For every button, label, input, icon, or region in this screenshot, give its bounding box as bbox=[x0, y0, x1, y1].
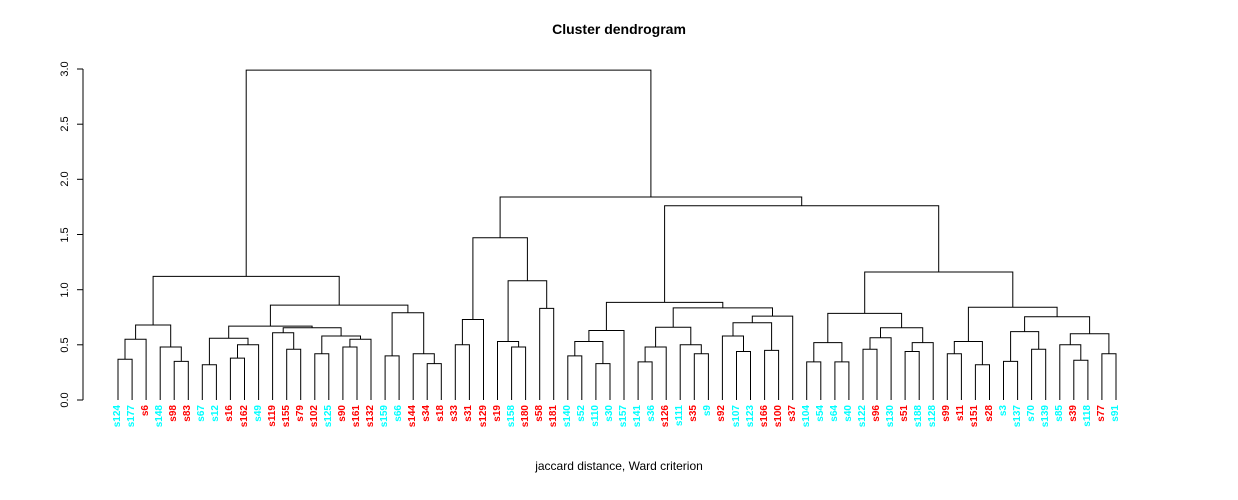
leaf-label-s30: s30 bbox=[604, 405, 615, 422]
leaf-label-s151: s151 bbox=[969, 405, 981, 428]
leaf-label-s52: s52 bbox=[575, 405, 587, 422]
leaf-label-s126: s126 bbox=[660, 405, 672, 428]
leaf-label-s161: s161 bbox=[351, 405, 362, 428]
leaf-label-s70: s70 bbox=[1025, 405, 1037, 422]
leaf-label-s130: s130 bbox=[885, 405, 897, 428]
leaf-label-s129: s129 bbox=[477, 405, 489, 428]
leaf-label-s177: s177 bbox=[126, 405, 138, 428]
y-tick-label-2.5: 2.5 bbox=[59, 116, 71, 132]
leaf-label-s31: s31 bbox=[463, 405, 475, 422]
leaf-label-s180: s180 bbox=[519, 405, 531, 428]
leaf-label-s28: s28 bbox=[983, 405, 995, 422]
leaf-label-s128: s128 bbox=[927, 405, 939, 428]
leaf-label-s166: s166 bbox=[758, 405, 770, 428]
leaf-label-s83: s83 bbox=[182, 405, 194, 422]
leaf-label-s3: s3 bbox=[997, 405, 1009, 417]
leaf-label-s85: s85 bbox=[1053, 405, 1065, 422]
leaf-label-s92: s92 bbox=[716, 405, 728, 422]
leaf-label-s58: s58 bbox=[533, 405, 545, 422]
leaf-label-s33: s33 bbox=[449, 405, 461, 422]
leaf-label-s9: s9 bbox=[702, 405, 714, 417]
leaf-label-s39: s39 bbox=[1067, 405, 1079, 422]
leaf-label-s90: s90 bbox=[336, 405, 348, 422]
leaf-label-s18: s18 bbox=[435, 405, 447, 422]
y-tick-label-0.0: 0.0 bbox=[59, 392, 71, 408]
leaf-label-s19: s19 bbox=[491, 405, 503, 422]
y-tick-label-3.0: 3.0 bbox=[59, 61, 71, 77]
leaf-label-s159: s159 bbox=[379, 405, 391, 428]
leaf-label-s158: s158 bbox=[505, 405, 517, 428]
leaf-label-s35: s35 bbox=[688, 405, 700, 422]
leaf-label-s6: s6 bbox=[140, 405, 152, 417]
y-tick-label-0.5: 0.5 bbox=[59, 337, 71, 353]
leaf-label-s104: s104 bbox=[800, 405, 812, 428]
leaf-label-s110: s110 bbox=[589, 405, 601, 427]
dendrogram-links bbox=[117, 69, 1117, 400]
leaf-label-s16: s16 bbox=[224, 405, 236, 422]
leaf-label-s111: s111 bbox=[674, 405, 686, 427]
leaf-label-s49: s49 bbox=[252, 405, 264, 422]
leaf-label-s122: s122 bbox=[857, 405, 868, 428]
leaf-label-s96: s96 bbox=[871, 405, 882, 422]
leaf-label-s125: s125 bbox=[322, 405, 334, 428]
leaf-label-s12: s12 bbox=[210, 405, 222, 422]
leaf-label-s77: s77 bbox=[1095, 405, 1107, 422]
leaf-label-s36: s36 bbox=[646, 405, 658, 422]
leaf-label-s54: s54 bbox=[814, 405, 826, 422]
leaf-label-s155: s155 bbox=[280, 405, 292, 428]
y-axis bbox=[77, 68, 84, 401]
leaf-label-s64: s64 bbox=[828, 405, 840, 422]
leaf-label-s141: s141 bbox=[632, 405, 644, 428]
leaf-label-s119: s119 bbox=[266, 405, 278, 427]
leaf-label-s157: s157 bbox=[618, 405, 629, 428]
y-tick-label-1.5: 1.5 bbox=[59, 226, 71, 243]
leaf-label-s98: s98 bbox=[168, 405, 180, 422]
y-tick-label-2.0: 2.0 bbox=[59, 171, 71, 187]
chart-title: Cluster dendrogram bbox=[552, 21, 686, 37]
leaf-label-s79: s79 bbox=[294, 405, 306, 422]
leaf-label-s40: s40 bbox=[842, 405, 854, 422]
leaf-label-s139: s139 bbox=[1039, 405, 1051, 428]
leaf-label-s99: s99 bbox=[941, 405, 953, 422]
leaf-label-s181: s181 bbox=[547, 405, 559, 428]
leaf-label-s124: s124 bbox=[112, 405, 123, 428]
leaf-label-s11: s11 bbox=[955, 405, 967, 422]
leaf-label-s37: s37 bbox=[786, 405, 798, 422]
x-axis-caption: jaccard distance, Ward criterion bbox=[535, 459, 703, 473]
leaf-label-s148: s148 bbox=[154, 405, 166, 428]
leaf-label-s102: s102 bbox=[308, 405, 320, 428]
leaf-label-s188: s188 bbox=[913, 405, 925, 428]
leaf-label-s144: s144 bbox=[407, 405, 419, 428]
leaf-label-s34: s34 bbox=[421, 405, 433, 422]
leaf-label-s162: s162 bbox=[238, 405, 250, 428]
leaf-label-s137: s137 bbox=[1011, 405, 1023, 428]
dendrogram-tree bbox=[117, 69, 1117, 400]
y-tick-label-1.0: 1.0 bbox=[59, 282, 71, 298]
leaf-label-s140: s140 bbox=[561, 405, 573, 428]
leaf-label-s107: s107 bbox=[730, 405, 742, 428]
leaf-label-s66: s66 bbox=[393, 405, 405, 422]
leaf-label-s51: s51 bbox=[899, 405, 911, 422]
leaf-label-s67: s67 bbox=[196, 405, 208, 422]
leaf-label-s100: s100 bbox=[772, 405, 784, 428]
leaf-label-s118: s118 bbox=[1081, 405, 1093, 427]
leaf-label-s132: s132 bbox=[365, 405, 376, 428]
leaf-label-s123: s123 bbox=[744, 405, 756, 428]
leaf-label-s91: s91 bbox=[1110, 405, 1121, 422]
